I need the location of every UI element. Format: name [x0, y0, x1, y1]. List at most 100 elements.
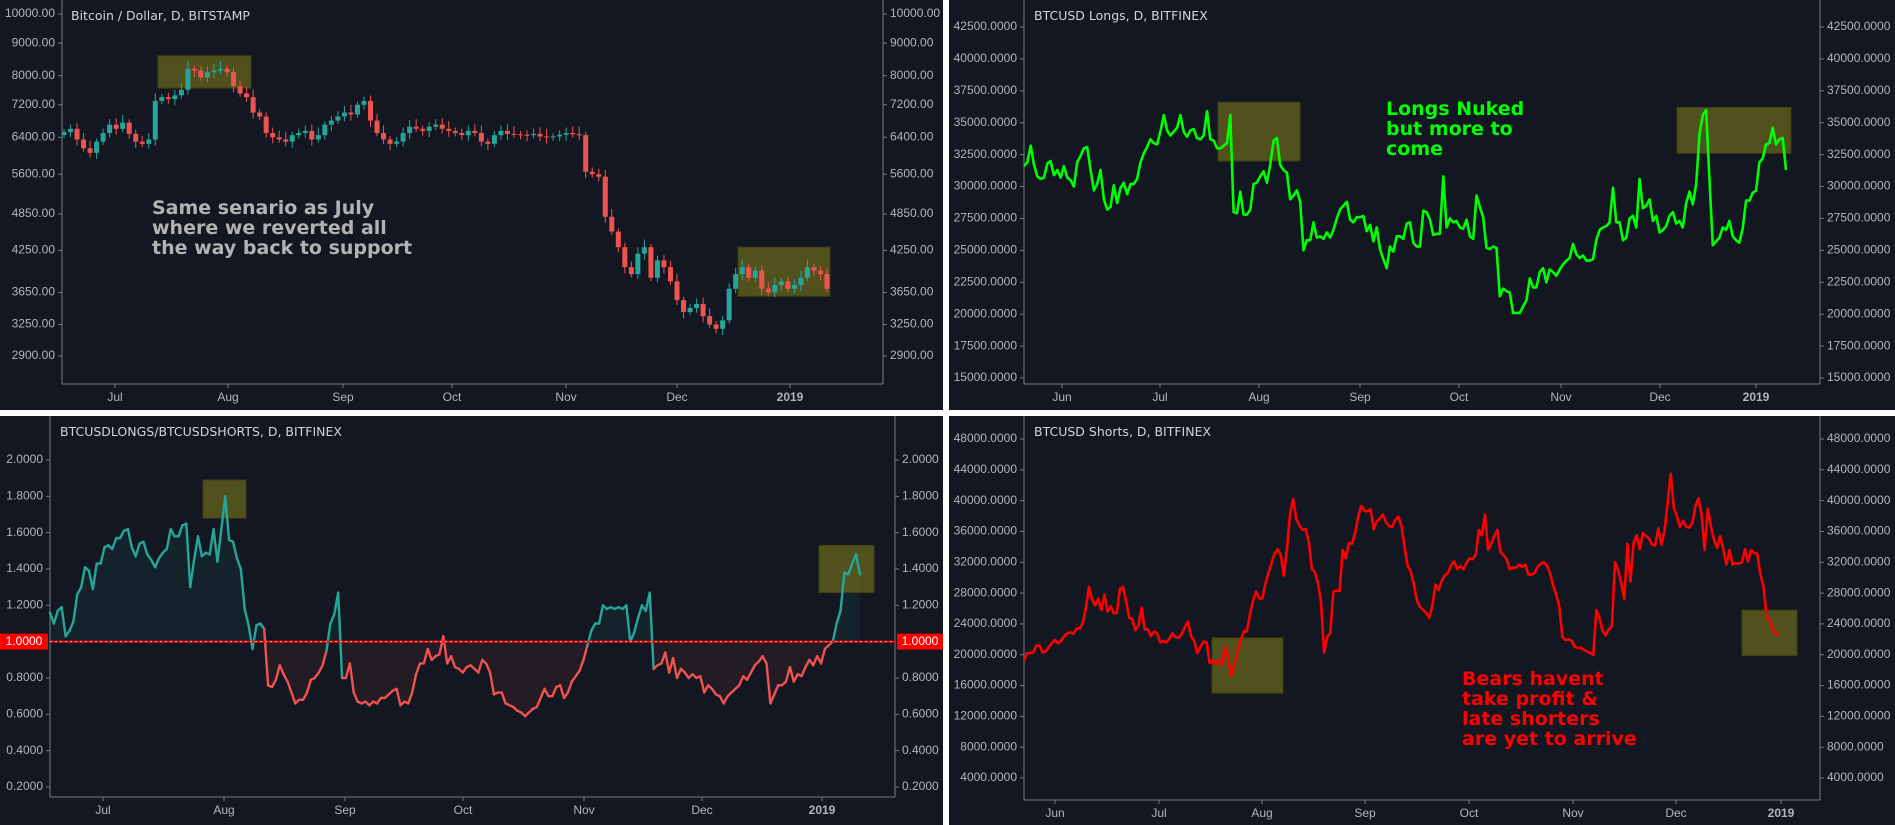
- y-tick-label-right: 3650.00: [890, 285, 934, 299]
- candle-body: [648, 247, 654, 278]
- y-tick-label-right: 4000.0000: [1827, 770, 1884, 784]
- y-tick-label-right: 36000.0000: [1827, 524, 1891, 538]
- ratio-line-segment: [317, 664, 324, 674]
- highlight-box: [737, 246, 831, 297]
- ratio-area-chart[interactable]: 2.0000 2.0000 1.8000 1.8000 1.6000 1.6000 1.40…: [0, 416, 943, 825]
- ratio-line-segment: [839, 571, 846, 612]
- ratio-line-segment: [142, 540, 149, 556]
- candle-body: [609, 216, 615, 232]
- candle-body: [296, 133, 302, 136]
- candle-body: [478, 133, 484, 142]
- ratio-line-segment: [488, 671, 496, 696]
- candle-body: [765, 288, 771, 293]
- candle-body: [570, 133, 576, 135]
- candle-body: [517, 134, 523, 136]
- y-tick-label-right: 28000.0000: [1827, 585, 1891, 599]
- y-tick-label-left: 27500.0000: [954, 211, 1018, 225]
- y-tick-label-left: 32500.0000: [954, 147, 1018, 161]
- y-tick-label-left: 25000.0000: [954, 243, 1018, 257]
- candle-body: [791, 284, 797, 289]
- candle-body: [133, 133, 139, 142]
- candle-body: [191, 68, 197, 71]
- ratio-line-segment: [305, 678, 313, 694]
- y-tick-label-right: 1.8000: [902, 489, 939, 503]
- ratio-line-segment: [632, 616, 640, 634]
- ratio-line-segment: [72, 593, 79, 623]
- x-tick-label: Sep: [1349, 390, 1371, 404]
- longs-line-chart[interactable]: 42500.0000 42500.0000 40000.0000 40000.0000…: [949, 0, 1895, 410]
- x-tick-label: 2019: [1768, 806, 1795, 820]
- ratio-line-segment: [76, 585, 83, 596]
- y-tick-label-left: 48000.0000: [954, 431, 1018, 445]
- x-tick-label: 2019: [777, 390, 804, 404]
- candle-body: [400, 133, 406, 142]
- ratio-line-segment: [535, 696, 542, 709]
- x-tick-label: Dec: [691, 803, 712, 817]
- ratio-line-segment: [578, 658, 585, 672]
- ratio-line-segment: [212, 527, 219, 563]
- ratio-line-segment: [348, 662, 355, 694]
- y-tick-label-left: 0.6000: [6, 707, 43, 721]
- ratio-line-segment: [251, 624, 258, 651]
- shorts-annotation: Bears havent take profit & late shorters…: [1462, 668, 1637, 750]
- x-tick-label: Aug: [213, 803, 234, 817]
- candle-body: [74, 128, 80, 140]
- ratio-line-segment: [703, 684, 710, 694]
- candle-body: [615, 231, 621, 248]
- baseline-label-left-bg: [0, 633, 48, 650]
- candle-body: [459, 133, 465, 136]
- ratio-line-segment: [188, 558, 196, 589]
- ratio-line-segment: [91, 562, 98, 591]
- x-tick-label: Aug: [1251, 806, 1272, 820]
- y-tick-label-left: 5600.00: [12, 166, 56, 180]
- y-tick-label-left: 10000.00: [5, 6, 55, 20]
- candle-body: [681, 300, 687, 313]
- ratio-line-segment: [722, 694, 729, 705]
- x-tick-label: Aug: [1248, 390, 1269, 404]
- ratio-line-segment: [243, 607, 250, 627]
- ratio-line-segment: [539, 687, 546, 700]
- candle-body: [694, 304, 700, 309]
- ratio-line-segment: [79, 565, 87, 589]
- y-tick-label-right: 9000.00: [890, 35, 934, 49]
- ratio-line-segment: [216, 527, 223, 563]
- y-tick-label-right: 40000.0000: [1827, 493, 1891, 507]
- candle-body: [263, 116, 269, 134]
- ratio-line-segment: [500, 691, 507, 705]
- x-tick-label: Jul: [95, 803, 110, 817]
- x-tick-label: Dec: [666, 390, 687, 404]
- y-tick-label-right: 20000.0000: [1827, 306, 1891, 320]
- y-tick-label-left: 4850.00: [12, 206, 56, 220]
- ratio-line-segment: [773, 684, 780, 696]
- highlight-box: [1741, 609, 1798, 656]
- ratio-line-segment: [336, 591, 344, 680]
- ratio-line-segment: [99, 545, 106, 565]
- highlight-box: [157, 55, 252, 89]
- y-tick-label-right: 8000.00: [890, 68, 934, 82]
- candle-body: [687, 308, 693, 313]
- y-tick-label-left: 17500.0000: [954, 338, 1018, 352]
- y-tick-label-left: 3650.00: [12, 285, 56, 299]
- candle-body: [472, 130, 478, 134]
- ratio-line-segment: [671, 656, 679, 680]
- candle-body: [328, 120, 334, 125]
- candle-body: [700, 304, 706, 317]
- panel-shorts: 48000.0000 48000.0000 44000.0000 44000.0000…: [949, 416, 1895, 825]
- y-tick-label-right: 1.6000: [902, 525, 939, 539]
- ratio-line-segment: [484, 662, 492, 674]
- candle-body: [309, 130, 315, 140]
- candle-body: [817, 270, 823, 275]
- y-tick-label-right: 2.0000: [902, 452, 939, 466]
- ratio-line-segment: [847, 562, 854, 576]
- ratio-line-segment: [566, 680, 574, 694]
- y-tick-label-right: 42500.0000: [1827, 19, 1891, 33]
- x-tick-label: Sep: [334, 803, 356, 817]
- shorts-line-chart[interactable]: 48000.0000 48000.0000 44000.0000 44000.0000…: [949, 416, 1895, 825]
- ratio-line-segment: [177, 524, 184, 538]
- y-tick-label-right: 22500.0000: [1827, 274, 1891, 288]
- y-tick-label-right: 17500.0000: [1827, 338, 1891, 352]
- btc-candlestick-chart[interactable]: 10000.00 10000.00 9000.00 9000.00 8000.00 800…: [0, 0, 943, 410]
- candle-body: [537, 133, 543, 137]
- y-tick-label-left: 1.6000: [6, 525, 43, 539]
- y-tick-label-right: 8000.0000: [1827, 739, 1884, 753]
